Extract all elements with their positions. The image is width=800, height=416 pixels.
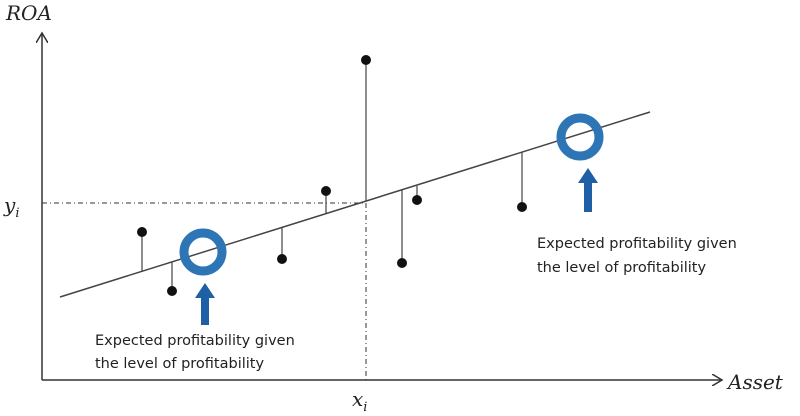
arrow — [195, 283, 215, 325]
y-marker-base: y — [3, 193, 16, 217]
ring — [179, 228, 227, 276]
y-marker-sub: i — [15, 206, 19, 221]
x-marker: xi — [352, 387, 367, 415]
x-axis-label: Asset — [726, 370, 784, 394]
regression-line — [59, 111, 651, 298]
annotation: the level of profitability — [537, 260, 706, 276]
x-marker-sub: i — [363, 400, 367, 415]
annotation: Expected profitability given — [537, 236, 737, 252]
arrow — [578, 168, 598, 212]
ring — [556, 113, 604, 161]
annotation: Expected profitability given — [95, 333, 295, 349]
residuals — [141, 60, 523, 291]
x-marker-base: x — [352, 387, 363, 411]
annotation: the level of profitability — [95, 356, 264, 372]
y-axis-label: ROA — [5, 1, 52, 25]
points — [137, 55, 527, 296]
y-marker: yi — [3, 193, 19, 221]
